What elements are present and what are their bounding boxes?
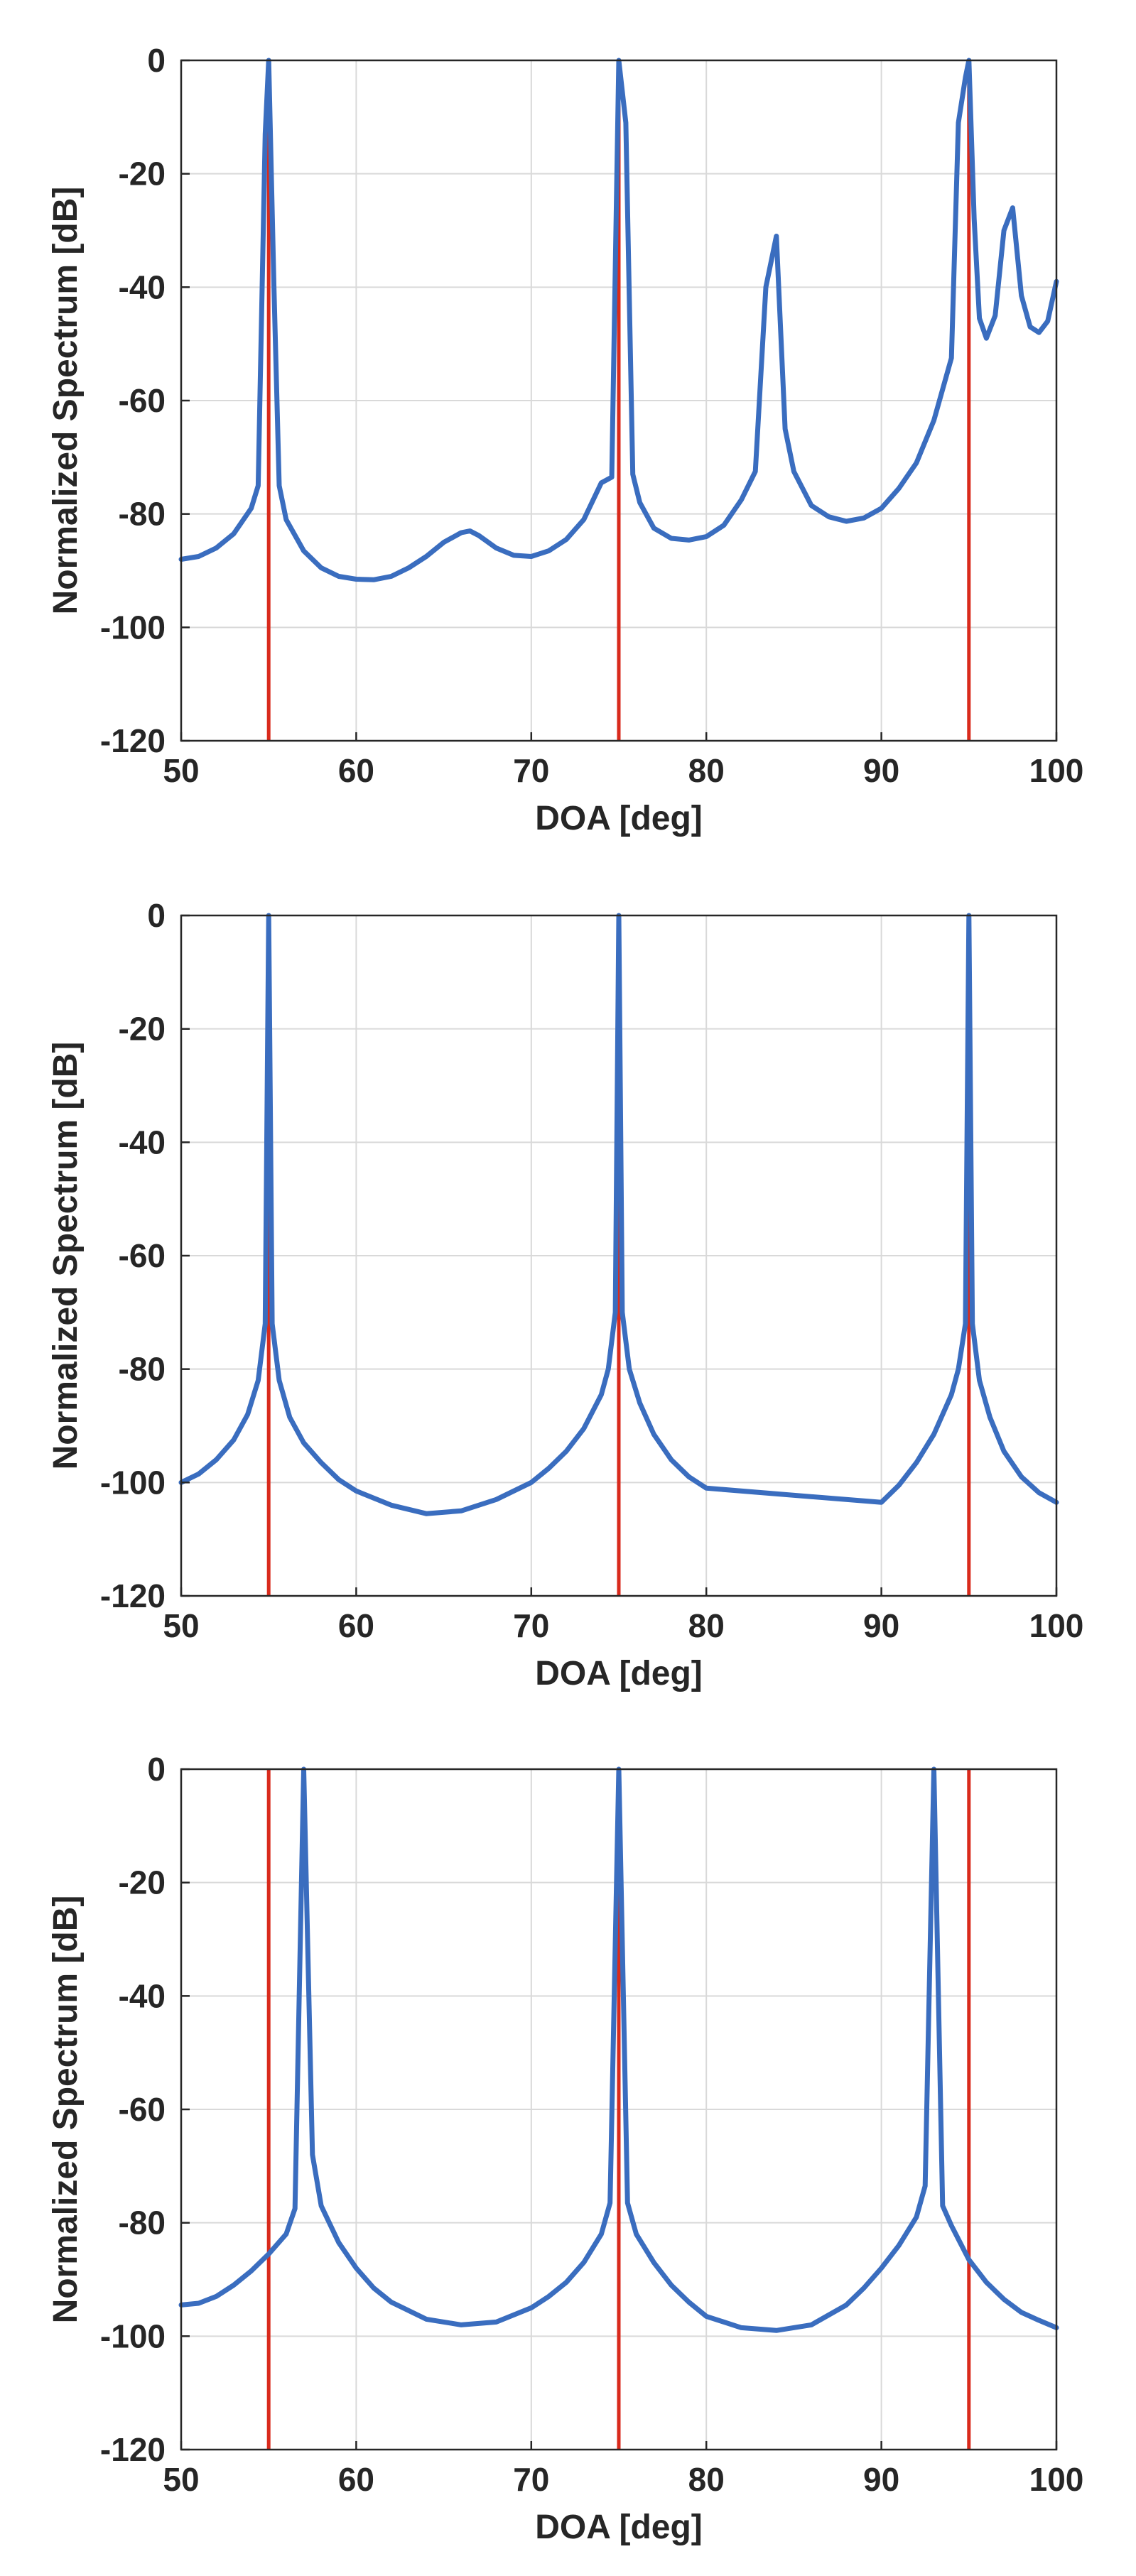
y-axis-label: Normalized Spectrum [dB]: [47, 187, 85, 615]
y-tick-label: -120: [100, 1577, 166, 1614]
y-tick-label: -40: [119, 1124, 166, 1161]
y-tick-label: -120: [100, 722, 166, 759]
x-axis-label: DOA [deg]: [535, 1655, 703, 1692]
y-tick-label: -80: [119, 496, 166, 533]
x-tick-label: 70: [513, 752, 549, 789]
spectrum-series-line: [178, 913, 1059, 1516]
y-tick-label: -100: [100, 609, 166, 646]
x-tick-label: 90: [863, 1607, 899, 1644]
spectrum-series-line: [178, 58, 1059, 582]
x-tick-label: 60: [338, 1607, 374, 1644]
x-tick-label: 70: [513, 1607, 549, 1644]
x-tick-label: 80: [688, 1607, 725, 1644]
y-axis-label: Normalized Spectrum [dB]: [47, 1896, 85, 2324]
y-tick-label: -80: [119, 2205, 166, 2241]
x-tick-label: 90: [863, 752, 899, 789]
x-tick-label: 60: [338, 752, 374, 789]
y-tick-label: -60: [119, 2091, 166, 2128]
y-tick-label: 0: [147, 42, 166, 79]
y-tick-label: 0: [147, 897, 166, 934]
y-tick-label: -120: [100, 2431, 166, 2468]
y-tick-label: -40: [119, 1977, 166, 2014]
x-tick-label: 80: [688, 752, 725, 789]
x-tick-label: 90: [863, 2461, 899, 2498]
x-tick-label: 80: [688, 2461, 725, 2498]
y-tick-label: -60: [119, 382, 166, 419]
chart-panel-3: 50 60 70 80 90 100 0 -20 -40 -60 -80 -100 -120 DOA [d…: [47, 1751, 1083, 2546]
x-tick-label: 50: [163, 1607, 199, 1644]
x-tick-label: 50: [163, 752, 199, 789]
x-axis-label: DOA [deg]: [535, 800, 703, 837]
y-tick-label: -20: [119, 1864, 166, 1901]
x-tick-label: 100: [1029, 752, 1084, 789]
y-tick-label: 0: [147, 1751, 166, 1788]
y-tick-label: -60: [119, 1237, 166, 1274]
y-tick-label: -20: [119, 1011, 166, 1048]
chart-panel-2: 50 60 70 80 90 100 0 -20 -40 -60 -80 -100 -120 DOA [d…: [47, 897, 1083, 1692]
x-axis-label: DOA [deg]: [535, 2509, 703, 2546]
x-tick-label: 100: [1029, 2461, 1084, 2498]
x-tick-label: 60: [338, 2461, 374, 2498]
y-tick-label: -100: [100, 2317, 166, 2354]
y-axis-label: Normalized Spectrum [dB]: [47, 1042, 85, 1470]
y-tick-label: -40: [119, 268, 166, 305]
y-tick-label: -20: [119, 156, 166, 192]
y-tick-label: -80: [119, 1351, 166, 1388]
y-tick-label: -100: [100, 1464, 166, 1501]
x-tick-label: 100: [1029, 1607, 1084, 1644]
chart-panel-1: 50 60 70 80 90 100 0 -20 -40 -60 -80 -100 -120 DOA [d…: [47, 42, 1083, 837]
x-tick-label: 50: [163, 2461, 199, 2498]
x-tick-label: 70: [513, 2461, 549, 2498]
